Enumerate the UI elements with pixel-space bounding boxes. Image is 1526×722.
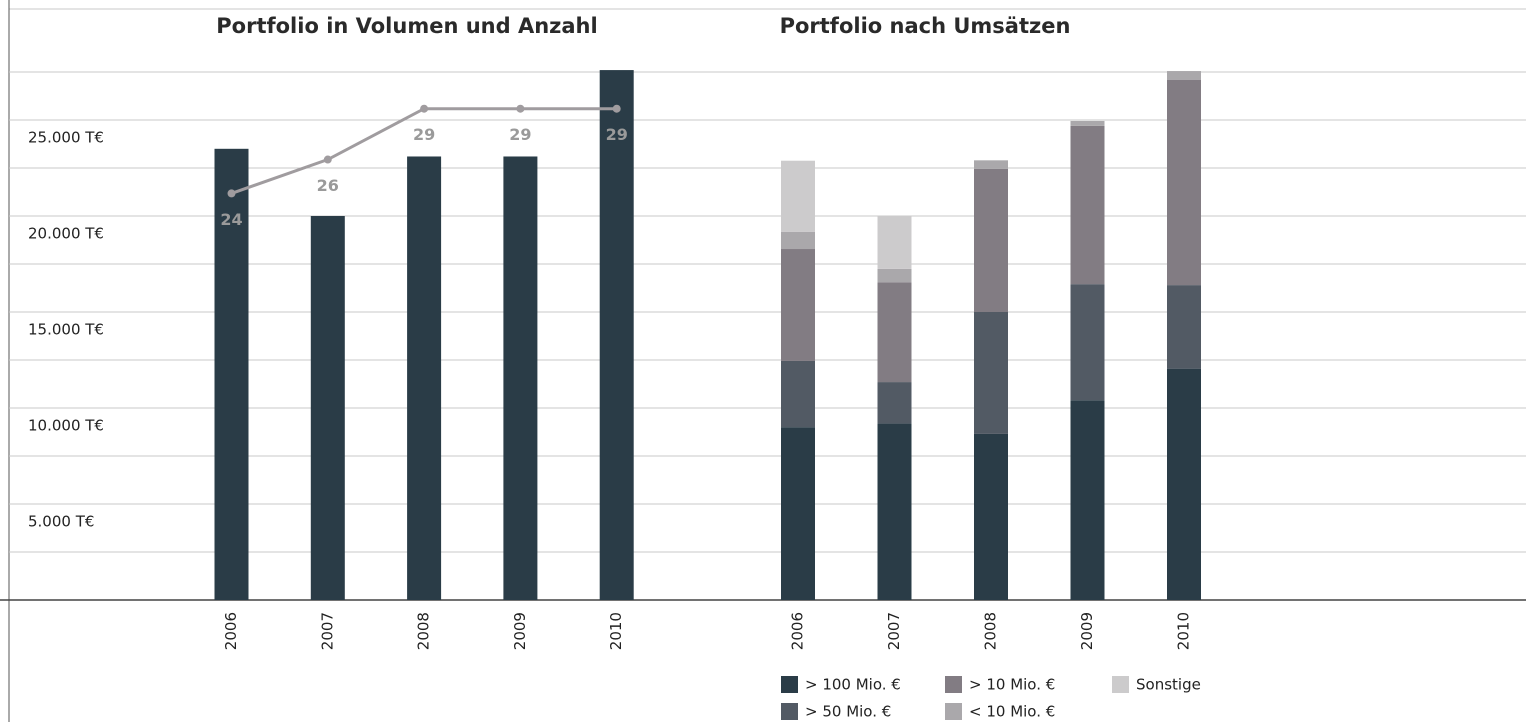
bar-segment <box>1070 284 1105 401</box>
chart-title: Portfolio in Volumen und Anzahl <box>216 14 597 38</box>
legend-swatch <box>1112 676 1129 693</box>
bar-segment <box>974 312 1008 434</box>
bar-segment <box>877 382 912 424</box>
bar-segment <box>781 360 815 428</box>
bar <box>214 148 249 601</box>
line-point <box>323 155 332 164</box>
x-tick-label: 2006 <box>789 612 807 650</box>
x-tick-label: 2007 <box>318 612 336 650</box>
legend-swatch <box>781 676 798 693</box>
legend-label: > 50 Mio. € <box>805 703 891 721</box>
data-label: 29 <box>413 125 435 144</box>
legend-label: > 100 Mio. € <box>805 676 901 694</box>
bar-segment <box>974 433 1008 600</box>
data-label: 29 <box>606 125 628 144</box>
bar-segment <box>781 231 815 250</box>
legend-label: Sonstige <box>1136 676 1201 694</box>
bar <box>599 70 634 600</box>
bar-segment <box>1070 125 1105 285</box>
bar-segment <box>1167 79 1201 286</box>
y-tick-label: 15.000 T€ <box>28 321 104 339</box>
x-tick-label: 2006 <box>222 612 240 650</box>
line-point <box>612 104 621 113</box>
y-tick-label: 10.000 T€ <box>28 417 104 435</box>
bar-segment <box>1070 120 1105 126</box>
bar-segment <box>1167 285 1201 369</box>
legend-label: > 10 Mio. € <box>969 676 1055 694</box>
bar-segment <box>781 160 815 232</box>
legend-swatch <box>781 703 798 720</box>
bar-segment <box>974 168 1008 312</box>
bar-segment <box>781 249 815 361</box>
legend-label: < 10 Mio. € <box>969 703 1055 721</box>
chart-title: Portfolio nach Umsätzen <box>780 14 1071 38</box>
legend-swatch <box>945 703 962 720</box>
bar <box>407 156 442 601</box>
bar <box>310 216 345 600</box>
data-label: 24 <box>220 210 242 229</box>
line-point <box>420 104 429 113</box>
y-tick-label: 5.000 T€ <box>28 513 94 531</box>
x-tick-label: 2010 <box>607 612 625 650</box>
bar <box>503 156 538 601</box>
x-tick-label: 2009 <box>1078 612 1096 650</box>
bar-segment <box>877 216 912 269</box>
x-tick-label: 2010 <box>1175 612 1193 650</box>
bar-segment <box>781 427 815 600</box>
y-tick-label: 20.000 T€ <box>28 225 104 243</box>
bar-segment <box>974 160 1008 169</box>
line-point <box>227 189 236 198</box>
data-label: 26 <box>317 176 339 195</box>
legend-swatch <box>945 676 962 693</box>
bar-segment <box>877 268 912 283</box>
x-tick-label: 2009 <box>511 612 529 650</box>
y-tick-label: 25.000 T€ <box>28 129 104 147</box>
x-tick-label: 2007 <box>885 612 903 650</box>
x-tick-label: 2008 <box>982 612 1000 650</box>
bar-segment <box>1167 368 1201 600</box>
x-tick-label: 2008 <box>415 612 433 650</box>
line-point <box>516 104 525 113</box>
data-label: 29 <box>509 125 531 144</box>
bar-segment <box>877 423 912 600</box>
bar-segment <box>1070 400 1105 600</box>
bar-segment <box>877 282 912 383</box>
bar-segment <box>1167 71 1201 80</box>
